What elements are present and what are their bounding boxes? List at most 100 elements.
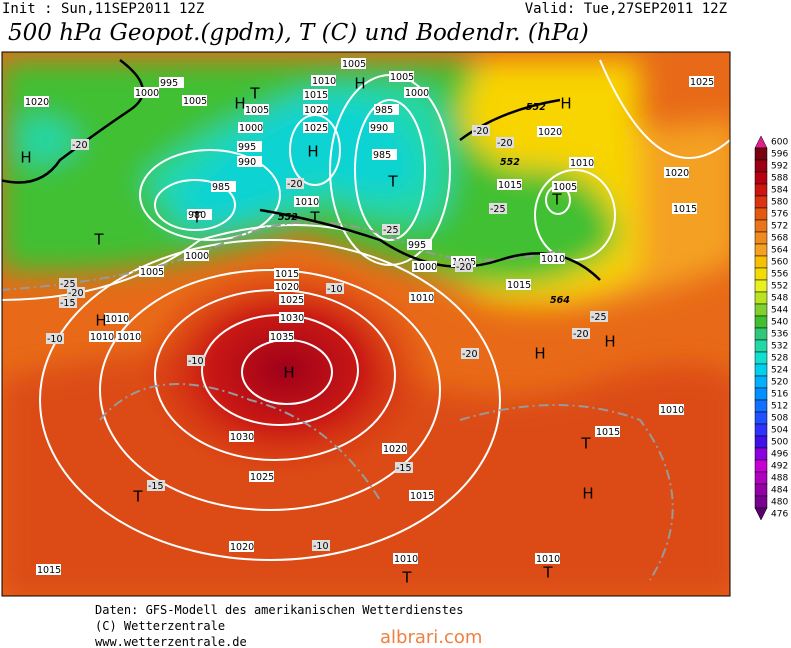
isobar-label-box — [116, 331, 141, 342]
pressure-center: H — [560, 95, 571, 113]
isobar-label-box — [409, 292, 434, 303]
pressure-center: T — [551, 191, 562, 209]
isobar-label: 1020 — [230, 542, 254, 553]
isobar-label-box — [389, 71, 414, 82]
isobar-label: 1010 — [541, 254, 565, 265]
isobar-label-box — [229, 431, 254, 442]
isobar-label: 1025 — [250, 472, 274, 483]
isobar-label-box — [269, 331, 294, 342]
temperature-label-box — [326, 283, 344, 294]
temperature-label: -20 — [456, 262, 472, 273]
watermark: albrari.com — [380, 627, 482, 648]
isobar-label: 1005 — [553, 182, 577, 193]
pressure-center: H — [234, 95, 245, 113]
colorbar-label: 504 — [771, 426, 788, 436]
isobar-label-box — [303, 122, 328, 133]
colorbar-label: 476 — [771, 510, 788, 520]
temperature-label: -20 — [573, 329, 589, 340]
temperature-label: -10 — [327, 284, 343, 295]
pressure-center: H — [95, 312, 106, 330]
isobar-label-box — [412, 261, 437, 272]
colorbar-swatch — [754, 411, 768, 425]
isobar-label-box — [540, 253, 565, 264]
temperature-label-box — [71, 139, 89, 150]
colorbar-label: 552 — [771, 282, 788, 292]
footer-url: www.wetterzentrale.de — [95, 635, 247, 648]
isobar-label: 995 — [238, 142, 256, 153]
pressure-center: H — [534, 345, 545, 363]
contour-label: 552 — [278, 212, 298, 223]
temperature-label: -15 — [148, 481, 164, 492]
pressure-center: T — [542, 564, 553, 582]
isobar-label-box — [303, 89, 328, 100]
temperature-label: -25 — [490, 204, 506, 215]
isobar-label-box — [506, 279, 531, 290]
isobar-label: 1015 — [304, 90, 328, 101]
isobar-label: 1000 — [413, 262, 437, 273]
isobar-label: 1020 — [665, 168, 689, 179]
isobar-label-box — [237, 156, 262, 167]
isobar-label: 1025 — [690, 77, 714, 88]
contour-label: 564 — [550, 295, 570, 306]
pressure-center: T — [191, 209, 202, 227]
temperature-label: -10 — [47, 334, 63, 345]
isobar-label-box — [407, 239, 432, 250]
colorbar-label: 524 — [771, 366, 788, 376]
isobar-label: 1030 — [230, 432, 254, 443]
isobar-label: 995 — [408, 240, 426, 251]
temperature-label-box — [187, 355, 205, 366]
isobar-label: 1005 — [245, 105, 269, 116]
isobar-label-box — [535, 553, 560, 564]
temperature-label-box — [590, 311, 608, 322]
map-frame — [1, 51, 731, 597]
isobar-label: 990 — [238, 157, 256, 168]
isobar-label-box — [139, 266, 164, 277]
isobar-label-box — [369, 122, 394, 133]
isobar-label-box — [184, 250, 209, 261]
pressure-center: T — [309, 209, 320, 227]
isobar-label: 1010 — [295, 197, 319, 208]
colorbar-swatch — [754, 483, 768, 497]
colorbar-label: 520 — [771, 378, 788, 388]
temperature-label: -20 — [68, 288, 84, 299]
colorbar-label: 564 — [771, 246, 788, 256]
colorbar-label: 580 — [771, 198, 788, 208]
isobar-label-box — [89, 331, 114, 342]
isobar-label: 985 — [373, 150, 391, 161]
temperature-label-box — [461, 348, 479, 359]
isobar-label: 1010 — [312, 76, 336, 87]
pressure-center: T — [387, 173, 398, 191]
colorbar-label: 540 — [771, 318, 788, 328]
isobar-label: 1010 — [90, 332, 114, 343]
colorbar-label: 488 — [771, 474, 788, 484]
isobar-label: 1000 — [239, 123, 263, 134]
isobar-label: 990 — [370, 123, 388, 134]
isobar-label: 1000 — [405, 88, 429, 99]
colorbar-label: 596 — [771, 150, 788, 160]
isobar-label-box — [187, 209, 212, 220]
colorbar-label: 556 — [771, 270, 788, 280]
colorbar-label: 508 — [771, 414, 788, 424]
map: 1020100099510051005100510101015102010251… — [2, 52, 730, 596]
temperature-label: -25 — [383, 225, 399, 236]
temperature-label-box — [382, 224, 400, 235]
isobar-label-box — [249, 471, 274, 482]
pressure-center: T — [93, 231, 104, 249]
colorbar-swatch — [754, 507, 768, 521]
isobar-label: 1010 — [660, 405, 684, 416]
isobar-label: 1020 — [383, 444, 407, 455]
colorbar-label: 536 — [771, 330, 788, 340]
colorbar-swatch — [754, 327, 768, 341]
colorbar-swatch — [754, 171, 768, 185]
temperature-label: -25 — [60, 279, 76, 290]
isobar-label: 1025 — [304, 123, 328, 134]
colorbar-swatch — [754, 255, 768, 269]
colorbar-label: 480 — [771, 498, 788, 508]
temperature-label: -20 — [462, 349, 478, 360]
isobar-label: 1015 — [596, 427, 620, 438]
isobar-label-box — [311, 75, 336, 86]
isobar-label: 1010 — [394, 554, 418, 565]
isobar-label-box — [569, 157, 594, 168]
temperature-label-box — [46, 333, 64, 344]
isobar-label-box — [404, 87, 429, 98]
